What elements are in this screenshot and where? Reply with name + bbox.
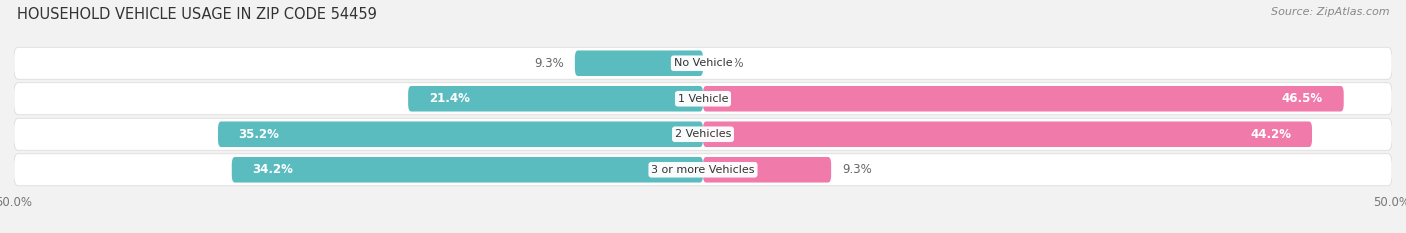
FancyBboxPatch shape (703, 121, 1312, 147)
Text: 21.4%: 21.4% (429, 92, 470, 105)
Text: No Vehicle: No Vehicle (673, 58, 733, 68)
Text: 9.3%: 9.3% (842, 163, 872, 176)
Text: 35.2%: 35.2% (239, 128, 280, 141)
FancyBboxPatch shape (408, 86, 703, 112)
FancyBboxPatch shape (218, 121, 703, 147)
Text: 1 Vehicle: 1 Vehicle (678, 94, 728, 104)
Text: Source: ZipAtlas.com: Source: ZipAtlas.com (1271, 7, 1389, 17)
Text: 44.2%: 44.2% (1250, 128, 1291, 141)
Text: HOUSEHOLD VEHICLE USAGE IN ZIP CODE 54459: HOUSEHOLD VEHICLE USAGE IN ZIP CODE 5445… (17, 7, 377, 22)
Text: 3 or more Vehicles: 3 or more Vehicles (651, 165, 755, 175)
Text: 46.5%: 46.5% (1282, 92, 1323, 105)
Text: 9.3%: 9.3% (534, 57, 564, 70)
FancyBboxPatch shape (575, 51, 703, 76)
FancyBboxPatch shape (232, 157, 703, 182)
Text: 34.2%: 34.2% (253, 163, 294, 176)
Text: 2 Vehicles: 2 Vehicles (675, 129, 731, 139)
FancyBboxPatch shape (14, 47, 1392, 79)
FancyBboxPatch shape (14, 154, 1392, 186)
Text: 0.0%: 0.0% (714, 57, 744, 70)
FancyBboxPatch shape (14, 83, 1392, 115)
FancyBboxPatch shape (703, 157, 831, 182)
FancyBboxPatch shape (14, 118, 1392, 150)
FancyBboxPatch shape (703, 86, 1344, 112)
